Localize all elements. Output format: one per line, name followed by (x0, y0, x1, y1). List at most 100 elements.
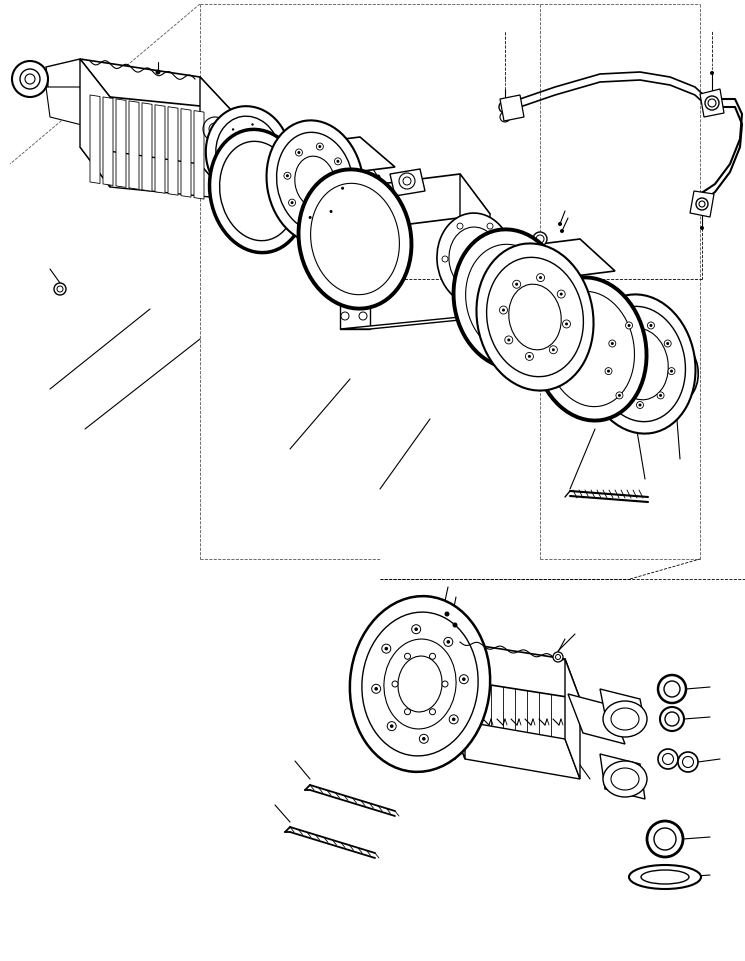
Circle shape (251, 124, 254, 127)
Polygon shape (280, 137, 395, 178)
Circle shape (329, 210, 332, 213)
Circle shape (559, 293, 562, 296)
Polygon shape (200, 78, 230, 200)
Polygon shape (116, 100, 126, 188)
Polygon shape (46, 60, 90, 108)
Ellipse shape (595, 307, 685, 422)
Ellipse shape (611, 768, 639, 790)
Circle shape (708, 100, 716, 108)
Polygon shape (600, 754, 645, 800)
Circle shape (670, 370, 673, 373)
Circle shape (616, 392, 623, 400)
Circle shape (242, 184, 244, 185)
Polygon shape (600, 689, 645, 725)
Polygon shape (90, 96, 100, 185)
Ellipse shape (206, 107, 291, 203)
Polygon shape (103, 98, 113, 186)
Circle shape (286, 175, 289, 178)
Ellipse shape (603, 702, 647, 737)
Circle shape (627, 325, 630, 328)
Circle shape (607, 370, 610, 373)
Circle shape (392, 681, 398, 687)
Polygon shape (340, 318, 490, 330)
Polygon shape (168, 108, 178, 196)
Circle shape (647, 323, 654, 330)
Circle shape (399, 174, 415, 190)
Ellipse shape (437, 214, 513, 306)
Ellipse shape (384, 639, 456, 729)
Circle shape (375, 175, 381, 181)
Circle shape (705, 97, 719, 111)
Circle shape (390, 725, 393, 728)
Circle shape (446, 640, 450, 644)
Circle shape (268, 136, 270, 138)
Circle shape (260, 177, 266, 183)
Circle shape (462, 678, 466, 681)
Circle shape (442, 257, 448, 262)
Circle shape (12, 62, 48, 98)
Ellipse shape (611, 708, 639, 730)
Ellipse shape (486, 259, 583, 378)
Ellipse shape (603, 761, 647, 798)
Circle shape (460, 675, 469, 684)
Circle shape (230, 127, 236, 134)
Circle shape (611, 343, 614, 346)
Circle shape (359, 312, 367, 321)
Circle shape (696, 199, 708, 210)
Circle shape (502, 105, 508, 111)
Circle shape (539, 277, 542, 280)
Circle shape (562, 321, 571, 329)
Polygon shape (700, 90, 724, 118)
Circle shape (399, 208, 405, 212)
Polygon shape (450, 719, 580, 779)
Circle shape (660, 707, 684, 731)
Circle shape (650, 325, 653, 328)
Polygon shape (340, 175, 490, 230)
Polygon shape (181, 110, 191, 198)
Circle shape (419, 734, 428, 744)
Circle shape (430, 709, 436, 715)
Circle shape (487, 289, 493, 296)
Circle shape (536, 274, 545, 283)
Ellipse shape (629, 865, 701, 889)
Circle shape (372, 684, 381, 694)
Ellipse shape (585, 295, 696, 434)
Circle shape (414, 628, 418, 631)
Circle shape (297, 152, 300, 155)
Circle shape (261, 178, 264, 181)
Circle shape (226, 171, 228, 173)
Circle shape (430, 653, 436, 659)
Circle shape (659, 395, 662, 398)
Circle shape (335, 159, 341, 165)
Ellipse shape (533, 278, 647, 421)
Circle shape (658, 676, 686, 703)
Circle shape (668, 368, 675, 375)
Polygon shape (500, 250, 535, 355)
Ellipse shape (509, 284, 561, 351)
Circle shape (533, 233, 547, 247)
Circle shape (375, 687, 378, 691)
Circle shape (405, 709, 410, 715)
Circle shape (381, 645, 391, 653)
Circle shape (678, 752, 698, 773)
Circle shape (270, 157, 276, 163)
Circle shape (549, 346, 557, 355)
Circle shape (405, 653, 410, 659)
Circle shape (219, 147, 226, 153)
Circle shape (658, 750, 678, 769)
Circle shape (502, 309, 505, 312)
Circle shape (224, 169, 229, 175)
Ellipse shape (267, 121, 364, 244)
Circle shape (384, 647, 388, 651)
Circle shape (412, 625, 421, 634)
Polygon shape (80, 148, 230, 200)
Circle shape (666, 343, 669, 346)
Ellipse shape (398, 656, 442, 712)
Circle shape (487, 224, 493, 230)
Circle shape (502, 257, 508, 262)
Circle shape (665, 340, 671, 348)
Polygon shape (340, 230, 370, 330)
Polygon shape (450, 641, 580, 700)
Ellipse shape (299, 170, 411, 309)
Circle shape (457, 289, 463, 296)
